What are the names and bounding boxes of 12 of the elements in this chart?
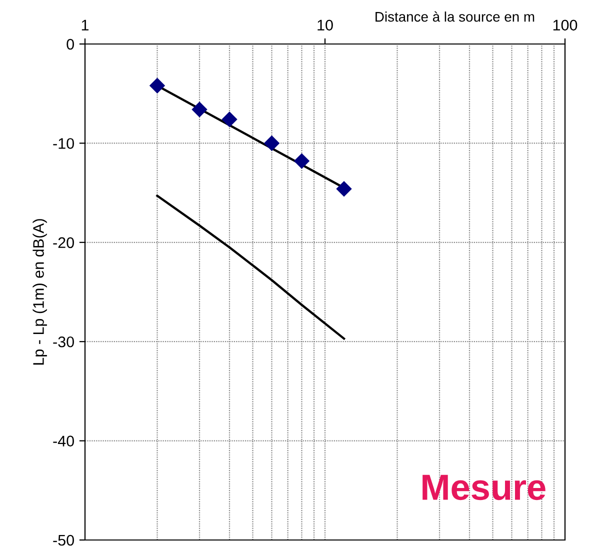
- y-tick-label: -20: [53, 237, 74, 248]
- x-axis-title: Distance à la source en m: [376, 11, 534, 22]
- x-tick-label: 1: [82, 20, 89, 30]
- y-tick-label: -50: [53, 534, 74, 546]
- x-tick-label: 100: [553, 20, 578, 31]
- y-tick-label: -40: [53, 436, 74, 446]
- y-tick-label: -10: [53, 138, 74, 149]
- x-tick-label: 10: [318, 20, 333, 31]
- y-tick-label: 0: [66, 38, 74, 50]
- annotation: Mesure: [422, 474, 546, 500]
- y-axis-title: Lp - Lp (1m) en dB(A): [32, 219, 47, 365]
- y-tick-label: -30: [53, 336, 74, 348]
